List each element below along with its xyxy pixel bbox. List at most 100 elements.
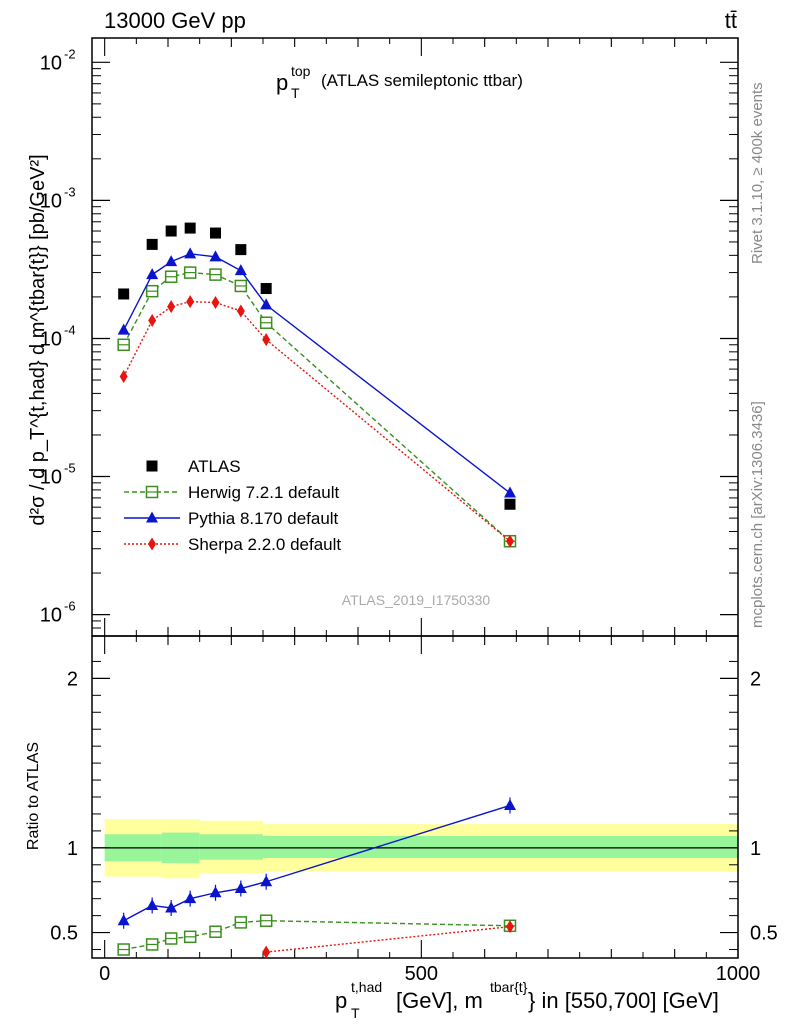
legend-item-data: ATLAS — [146, 457, 241, 476]
ratio-point-pythia — [504, 798, 516, 810]
legend: ATLAS Herwig 7.2.1 default Pythia 8.170 de… — [124, 457, 341, 554]
y-tick-label: 10 — [40, 190, 62, 212]
y-tick-label: 10 — [40, 605, 62, 627]
ratio-y-tick-label-right: 1 — [750, 838, 761, 860]
legend-item-sherpa: Sherpa 2.2.0 default — [124, 535, 341, 554]
point-herwig — [234, 279, 248, 293]
process-label: tt̄ — [725, 8, 737, 33]
y-tick-label: 10 — [40, 52, 62, 74]
ratio-y-tick-label-right: 0.5 — [750, 923, 778, 945]
point-sherpa — [506, 534, 514, 548]
point-data — [165, 225, 177, 237]
main-panel: 10-610-510-410-310-2 — [40, 37, 739, 637]
point-sherpa — [211, 296, 220, 310]
legend-marker-data — [146, 460, 158, 472]
ratio-y-label: Ratio to ATLAS — [25, 742, 42, 850]
ratio-point-sherpa — [262, 945, 271, 959]
ratio-point-pythia — [184, 892, 197, 904]
x-label-m-sup: tbar{t} — [490, 979, 528, 995]
ratio-point-pythia — [260, 875, 273, 887]
point-data — [260, 283, 272, 295]
analysis-watermark: ATLAS_2019_I1750330 — [342, 592, 491, 608]
legend-label-sherpa: Sherpa 2.2.0 default — [188, 535, 341, 554]
legend-item-herwig: Herwig 7.2.1 default — [124, 483, 339, 502]
ratio-band-inner — [263, 835, 738, 859]
mcplots-label: mcplots.cern.ch [arXiv:1306.3436] — [749, 401, 766, 628]
ratio-point-herwig — [209, 925, 222, 938]
ratio-point-pythia — [234, 882, 247, 894]
y-tick-label: 10 — [40, 328, 62, 350]
ratio-y-tick-label: 1 — [67, 838, 78, 860]
x-tick-label: 0 — [99, 963, 110, 985]
ratio-panel: 0 500 1000 0.5 0.5 1 1 2 2 — [50, 635, 778, 985]
ratio-point-sherpa — [506, 920, 514, 934]
point-sherpa — [119, 370, 128, 384]
y-tick-exponent: -3 — [64, 184, 76, 199]
ratio-point-pythia — [165, 901, 178, 913]
point-pythia — [165, 255, 178, 267]
y-tick-exponent: -5 — [64, 461, 76, 476]
point-data — [235, 244, 247, 256]
series-line-sherpa — [123, 300, 511, 542]
point-sherpa — [148, 313, 157, 327]
point-pythia — [184, 247, 197, 259]
point-pythia — [234, 264, 247, 276]
x-label-p-sup: t,had — [351, 979, 382, 995]
series-line-pythia — [123, 253, 511, 494]
y-axis-label: d²σ / d p_T^{t,had} d m^{tbar{t}} [pb/Ge… — [27, 154, 49, 525]
plot-title-sub: T — [291, 85, 300, 101]
ratio-point-herwig — [145, 938, 159, 951]
legend-marker-sherpa — [148, 537, 156, 551]
point-data — [184, 222, 196, 234]
point-pythia — [117, 323, 130, 335]
ratio-point-herwig — [117, 943, 130, 956]
y-tick-label: 10 — [40, 467, 62, 489]
ratio-frame — [91, 635, 739, 959]
x-tick-label: 1000 — [716, 963, 761, 985]
plot-title-main: p — [276, 70, 288, 95]
point-herwig — [259, 316, 273, 329]
ratio-point-pythia — [117, 914, 130, 926]
point-herwig — [164, 270, 178, 283]
ratio-point-herwig — [259, 914, 273, 927]
x-label-p-sub: T — [351, 1005, 360, 1021]
x-tick-label: 500 — [405, 963, 438, 985]
point-data — [118, 288, 130, 300]
y-tick-exponent: -4 — [64, 322, 76, 337]
ratio-point-herwig — [234, 916, 248, 929]
point-data — [210, 227, 221, 239]
x-label-mid: [GeV], m — [396, 988, 483, 1013]
point-herwig — [209, 268, 222, 281]
rivet-label: Rivet 3.1.10, ≥ 400k events — [749, 82, 766, 264]
point-herwig — [117, 338, 130, 352]
ratio-point-pythia — [146, 898, 159, 910]
point-sherpa — [236, 304, 245, 318]
ratio-y-tick-label: 0.5 — [50, 923, 78, 945]
ratio-y-tick-label-right: 2 — [750, 668, 761, 690]
point-pythia — [146, 268, 159, 280]
plot-title-sup: top — [291, 63, 311, 79]
ratio-band-inner — [199, 834, 263, 860]
point-data — [146, 238, 158, 250]
point-pythia — [260, 298, 273, 310]
x-label-p: p — [335, 988, 347, 1013]
y-tick-exponent: -2 — [64, 46, 76, 61]
ratio-point-herwig — [183, 930, 197, 944]
legend-item-pythia: Pythia 8.170 default — [124, 509, 339, 528]
ratio-line-sherpa — [266, 925, 511, 953]
legend-marker-pythia — [146, 511, 158, 523]
point-pythia — [504, 486, 516, 498]
ratio-point-pythia — [209, 886, 222, 898]
ratio-point-herwig — [164, 932, 178, 945]
ratio-y-tick-label: 2 — [67, 668, 78, 690]
legend-label-pythia: Pythia 8.170 default — [188, 509, 339, 528]
y-tick-exponent: -6 — [64, 599, 76, 614]
point-data — [504, 498, 516, 510]
energy-label: 13000 GeV pp — [104, 8, 246, 33]
point-sherpa — [186, 295, 195, 309]
legend-label-herwig: Herwig 7.2.1 default — [188, 483, 339, 502]
point-sherpa — [262, 333, 271, 347]
x-axis-label: p t,had T [GeV], m tbar{t} } in [550,700… — [335, 979, 719, 1021]
point-sherpa — [167, 300, 176, 314]
